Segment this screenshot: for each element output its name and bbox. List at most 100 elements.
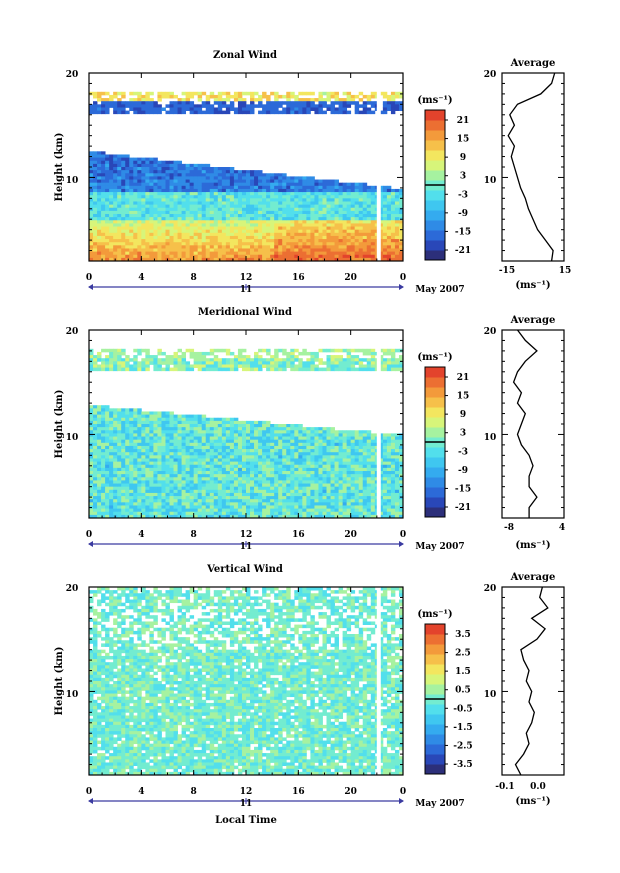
avg-y-tick: 20 (484, 70, 497, 80)
heatmap-cell (197, 483, 203, 488)
heatmap-cell (221, 110, 227, 115)
heatmap-cell (137, 160, 142, 165)
heatmap-cell (282, 480, 287, 484)
heatmap-cell (342, 235, 348, 240)
heatmap-cell (326, 214, 331, 218)
heatmap-cell (209, 104, 215, 108)
heatmap-cell (117, 91, 122, 96)
heatmap-cell (205, 458, 211, 462)
heatmap-cell (286, 480, 291, 484)
heatmap-cell (314, 242, 319, 246)
heatmap-cell (129, 511, 134, 516)
heatmap-cell (350, 207, 356, 212)
heatmap-cell (286, 427, 291, 431)
heatmap-cell (262, 499, 267, 503)
heatmap-cell (302, 436, 307, 441)
heatmap-cell (246, 367, 251, 372)
heatmap-cell (117, 442, 122, 447)
heatmap-cell (246, 229, 251, 234)
heatmap-cell (342, 245, 348, 249)
heatmap-cell (205, 358, 211, 362)
heatmap-cell (157, 358, 162, 362)
heatmap-cell (181, 248, 187, 252)
heatmap-cell (145, 170, 150, 174)
heatmap-cell (141, 455, 146, 459)
heatmap-cell (382, 204, 388, 209)
heatmap-cell (97, 430, 102, 434)
heatmap-cell (133, 245, 138, 249)
heatmap-cell (366, 201, 372, 205)
heatmap-cell (334, 98, 339, 102)
heatmap-cell (133, 480, 138, 484)
heatmap-cell (290, 496, 295, 500)
heatmap-cell (201, 355, 207, 359)
heatmap-cell (350, 182, 356, 187)
heatmap-cell (250, 201, 255, 205)
heatmap-cell (294, 235, 299, 240)
heatmap-cell (241, 489, 247, 494)
heatmap-cell (105, 514, 110, 518)
heatmap-cell (165, 467, 170, 472)
heatmap-cell (390, 232, 396, 237)
heatmap-cell (121, 505, 126, 509)
heatmap-cell (165, 204, 170, 209)
heatmap-cell (185, 98, 191, 102)
heatmap-cell (173, 104, 178, 108)
heatmap-cell (246, 226, 251, 231)
heatmap-cell (149, 179, 154, 184)
heatmap-cell (362, 104, 368, 108)
heatmap-cell (173, 358, 178, 362)
heatmap-cell (278, 254, 283, 259)
heatmap-cell (217, 474, 223, 478)
heatmap-cell (157, 420, 162, 425)
heatmap-cell (274, 195, 279, 199)
heatmap-cell (173, 195, 178, 199)
heatmap-cell (181, 424, 187, 428)
heatmap-cell (189, 461, 195, 466)
heatmap-cell (189, 182, 195, 187)
heatmap-cell (137, 245, 142, 249)
heatmap-cell (129, 220, 134, 224)
heatmap-cell (121, 254, 126, 259)
heatmap-cell (193, 514, 199, 518)
heatmap-cell (378, 210, 384, 215)
heatmap-cell (125, 467, 130, 472)
heatmap-cell (177, 204, 182, 209)
heatmap-cell (237, 104, 243, 108)
heatmap-cell (185, 185, 191, 190)
heatmap-cell (121, 414, 126, 419)
heatmap-cell (217, 445, 223, 450)
heatmap-cell (137, 514, 142, 518)
heatmap-cell (378, 110, 384, 115)
heatmap-cell (105, 188, 110, 193)
heatmap-cell (153, 445, 158, 450)
heatmap-cell (237, 502, 243, 506)
heatmap-cell (386, 232, 392, 237)
heatmap-cell (153, 195, 158, 199)
heatmap-cell (193, 104, 199, 108)
heatmap-cell (133, 173, 138, 177)
heatmap-cell (125, 239, 130, 243)
heatmap-cell (290, 107, 295, 111)
heatmap-cell (237, 458, 243, 462)
heatmap-cell (177, 226, 182, 231)
heatmap-cell (89, 104, 94, 108)
heatmap-cell (286, 424, 291, 428)
heatmap-cell (121, 408, 126, 412)
heatmap-cell (133, 433, 138, 437)
heatmap-cell (254, 433, 259, 437)
heatmap-cell (233, 176, 239, 180)
heatmap-cell (241, 214, 247, 218)
heatmap-cell (266, 439, 271, 444)
heatmap-cell (125, 104, 130, 108)
heatmap-cell (133, 417, 138, 422)
heatmap-cell (153, 461, 158, 466)
heatmap-cell (266, 176, 271, 180)
heatmap-cell (129, 420, 134, 425)
heatmap-cell (109, 511, 114, 516)
heatmap-cell (254, 461, 259, 466)
heatmap-cell (270, 442, 275, 447)
heatmap-cell (113, 508, 118, 513)
heatmap-cell (274, 104, 279, 108)
heatmap-cell (213, 198, 219, 202)
